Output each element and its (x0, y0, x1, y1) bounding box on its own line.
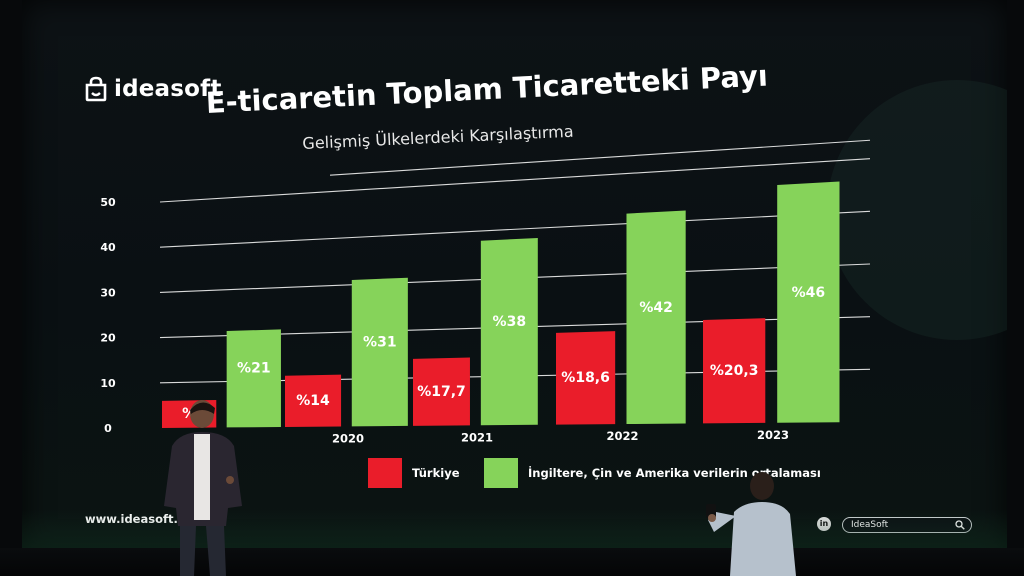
data-label: %20,3 (710, 363, 759, 379)
data-label: %14 (296, 393, 330, 409)
legend-swatch-average (484, 458, 518, 488)
audience-person (706, 472, 796, 576)
y-tick-label: 40 (100, 241, 116, 254)
data-label: %17,7 (417, 384, 466, 400)
data-label: %18,6 (561, 370, 610, 386)
shopping-bag-icon (85, 76, 107, 102)
stage-floor (0, 548, 1024, 576)
data-label: %42 (639, 300, 673, 316)
data-label: %46 (792, 285, 826, 301)
y-tick-label: 50 (100, 196, 116, 209)
x-tick-label: 2022 (606, 429, 638, 443)
bar-average (480, 237, 538, 426)
gridline (329, 139, 871, 176)
legend-label: İngiltere, Çin ve Amerika verilerin orta… (528, 465, 821, 480)
data-label: %21 (237, 361, 271, 377)
x-tick-label: 2021 (461, 430, 493, 444)
legend-swatch-turkiye (368, 458, 402, 488)
y-tick-label: 0 (104, 422, 112, 435)
y-tick-label: 20 (100, 332, 116, 345)
legend-label: Türkiye (412, 466, 460, 480)
data-label: %31 (363, 334, 397, 350)
bar-turkiye (556, 331, 616, 425)
y-tick-label: 30 (100, 286, 116, 299)
bar-average (777, 181, 840, 423)
bar-average (226, 329, 281, 428)
brand-logo: ideasoft (84, 76, 222, 102)
bar-turkiye (703, 318, 766, 424)
y-tick-label: 10 (100, 377, 116, 390)
bar-average (626, 210, 686, 425)
speaker-person (164, 400, 242, 576)
bar-turkiye (285, 374, 342, 427)
gridline (159, 158, 871, 203)
brand-name: ideasoft (114, 76, 222, 102)
x-tick-label: 2020 (332, 431, 364, 445)
bar-turkiye (413, 357, 470, 426)
data-label: %38 (493, 314, 527, 330)
gridline (159, 210, 871, 248)
x-tick-label: 2023 (757, 428, 789, 442)
bar-average (351, 277, 408, 427)
